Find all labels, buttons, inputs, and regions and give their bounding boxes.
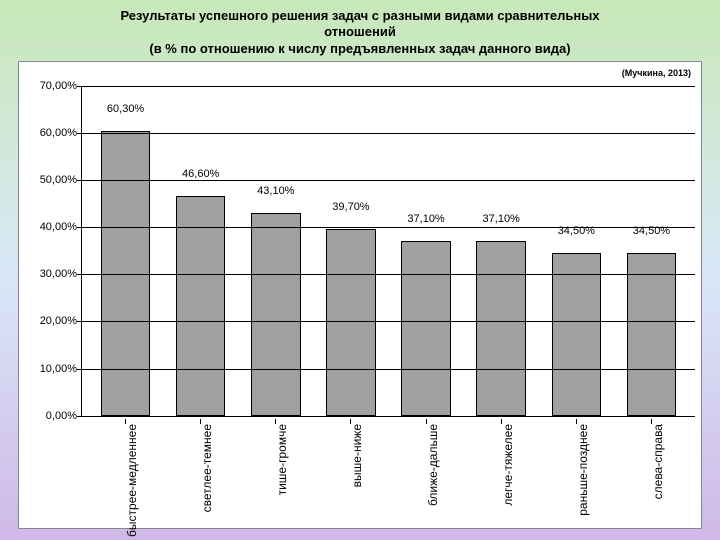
bar-slot: 34,50% [614,86,689,416]
y-axis: 0,00%10,00%20,00%30,00%40,00%50,00%60,00… [25,86,81,416]
x-axis-label: раньше-позднее [576,424,590,516]
title-line-2: отношений [324,24,396,39]
x-axis-label: слева-справа [651,424,665,499]
y-tick-label: 10,00% [40,363,77,375]
title-line-1: Результаты успешного решения задач с раз… [120,8,599,23]
x-tick-mark [651,419,652,424]
y-tick-label: 20,00% [40,315,77,327]
grid-line [82,369,695,370]
slide: Результаты успешного решения задач с раз… [0,0,720,540]
bars-group: 60,30% 46,60% 43,10% 39,70% 37,10% 37,10% 34,5… [82,86,695,416]
bar-slot: 60,30% [88,86,163,416]
bar [476,241,526,416]
title-line-3: (в % по отношению к числу предъявленных … [149,41,570,56]
x-axis-label: тише-громче [275,424,289,495]
x-tick-mark [275,419,276,424]
grid-line [82,180,695,181]
bar-value-label: 37,10% [483,213,520,227]
x-label-slot: раньше-позднее [539,420,614,522]
bar [176,196,226,416]
bar-slot: 37,10% [389,86,464,416]
x-label-slot: слева-справа [614,420,689,522]
bar-slot: 43,10% [238,86,313,416]
chart-container: (Мучкина, 2013) 0,00% 10,00% 20,00% 30,00% 4… [18,61,702,529]
x-axis-labels: быстрее-медленнее светлее-темнее тише-гром… [81,420,695,522]
grid-line [82,321,695,322]
grid-line [82,86,695,87]
x-axis-label: ближе-дальше [426,424,440,506]
bar-value-label: 37,10% [407,213,444,227]
x-axis-label: легче-тяжелее [501,424,515,506]
bar-slot: 46,60% [163,86,238,416]
bar-value-label: 60,30% [107,103,144,117]
citation: (Мучкина, 2013) [622,68,691,78]
plot-area: 60,30% 46,60% 43,10% 39,70% 37,10% 37,10% 34,5… [81,86,695,417]
x-label-slot: быстрее-медленнее [87,420,162,522]
y-tick-label: 30,00% [40,268,77,280]
y-tick-label: 40,00% [40,221,77,233]
bar [627,253,677,416]
x-label-slot: выше-ниже [313,420,388,522]
y-tick-mark [77,416,82,417]
x-label-slot: тише-громче [238,420,313,522]
grid-line [82,274,695,275]
bar-slot: 37,10% [464,86,539,416]
bar [401,241,451,416]
slide-title: Результаты успешного решения задач с раз… [18,8,702,57]
grid-line [82,227,695,228]
bar-value-label: 39,70% [332,201,369,215]
bar-slot: 34,50% [539,86,614,416]
grid-line [82,133,695,134]
y-tick-label: 70,00% [40,80,77,92]
y-tick-label: 50,00% [40,174,77,186]
bar-value-label: 43,10% [257,185,294,199]
x-tick-mark [350,419,351,424]
x-axis-label: быстрее-медленнее [125,424,139,537]
y-tick-label: 0,00% [46,410,77,422]
bar [251,213,301,416]
x-axis-label: светлее-темнее [200,424,214,512]
x-label-slot: ближе-дальше [388,420,463,522]
x-axis-label: выше-ниже [350,424,364,487]
x-tick-mark [200,419,201,424]
y-tick-label: 60,00% [40,127,77,139]
x-label-slot: светлее-темнее [162,420,237,522]
x-label-slot: легче-тяжелее [463,420,538,522]
chart-plot: 0,00% 10,00% 20,00% 30,00% 40,00% 50,00% 60,00… [25,86,695,522]
bar [552,253,602,416]
bar-slot: 39,70% [313,86,388,416]
